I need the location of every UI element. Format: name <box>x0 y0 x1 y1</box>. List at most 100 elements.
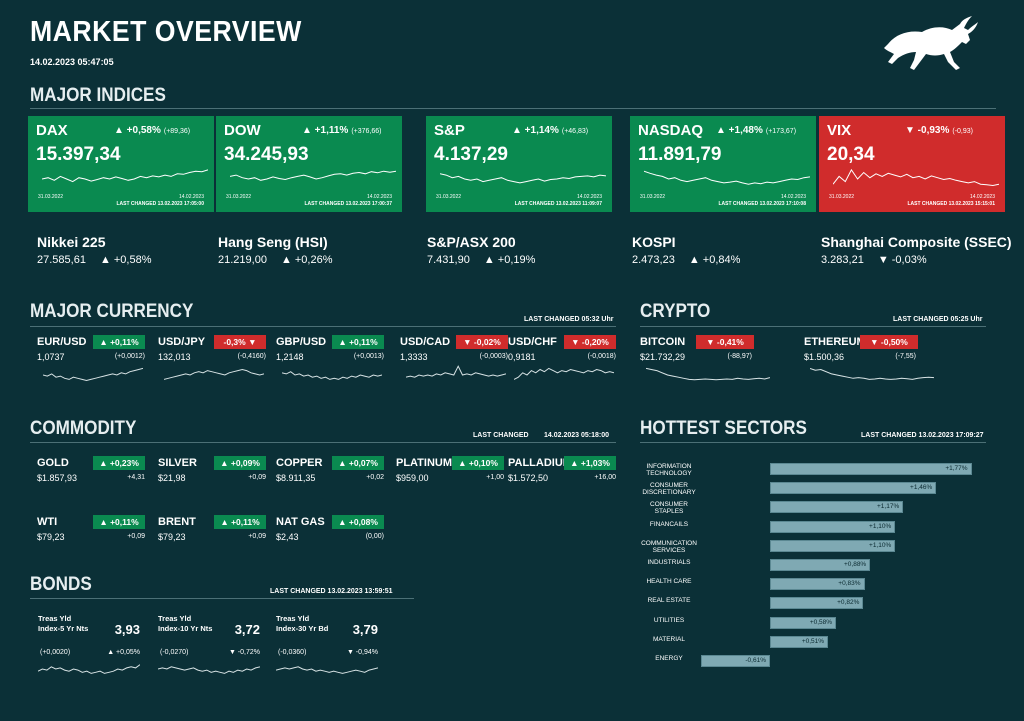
currency-tile-usdjpy[interactable]: USD/JPY -0,3% ▼ 132,013 (-0,4160) <box>158 335 268 386</box>
major-indices-heading: MAJOR INDICES <box>30 85 166 106</box>
sector-label: COMMUNICATION SERVICES <box>641 539 697 554</box>
currency-sparkline <box>282 371 382 380</box>
commodity-tile-gold[interactable]: GOLD ▲ +0,23% $1.857,93 +4,31 <box>37 456 147 507</box>
currency-change-badge: ▼ -0,02% <box>456 335 508 349</box>
sector-value-label: +1,10% <box>869 522 892 530</box>
commodity-tile-brent[interactable]: BRENT ▲ +0,11% $79,23 +0,09 <box>158 515 268 566</box>
sector-label: REAL ESTATE <box>647 597 691 605</box>
sector-label: INFORMATION TECHNOLOGY <box>646 463 692 477</box>
sparkline-end-date: 14.02.2023 <box>969 194 995 200</box>
commodity-abs-change: +0,09 <box>248 474 266 481</box>
commodity-tile-palladium[interactable]: PALLADIUM ▲ +1,03% $1.572,50 +16,00 <box>508 456 618 507</box>
secondary-index-value-row: 3.283,21 ▼ -0,03% <box>821 254 1012 266</box>
sector-bar: +1,17% <box>770 501 904 514</box>
index-name: DAX <box>36 122 68 139</box>
bond-sparkline <box>158 666 260 674</box>
currency-change-badge: -0,3% ▼ <box>214 335 266 349</box>
sparkline-end-date: 14.02.2023 <box>366 194 392 200</box>
commodity-tile-platinum[interactable]: PLATINUM ▲ +0,10% $959,00 +1,00 <box>396 456 506 507</box>
commodity-name: COPPER <box>276 457 323 469</box>
commodity-change-badge: ▲ +0,23% <box>93 456 145 470</box>
secondary-index[interactable]: S&P/ASX 200 7.431,90 ▲ +0,19% <box>427 234 535 266</box>
commodity-last-changed-label: LAST CHANGED <box>473 432 529 439</box>
sector-bar: +0,83% <box>770 578 865 591</box>
sector-label: HEALTH CARE <box>646 578 692 586</box>
secondary-index[interactable]: Hang Seng (HSI) 21.219,00 ▲ +0,26% <box>218 234 333 266</box>
sector-value-label: +0,83% <box>838 580 861 588</box>
bond-name: Treas Yld Index-30 Yr Bd <box>276 614 329 633</box>
currency-name: GBP/USD <box>276 336 327 348</box>
sector-label: MATERIAL <box>652 635 686 643</box>
commodity-tile-wti[interactable]: WTI ▲ +0,11% $79,23 +0,09 <box>37 515 147 566</box>
index-value: 15.397,34 <box>36 144 121 165</box>
secondary-index-change: ▲ +0,19% <box>483 254 536 266</box>
commodity-tile-copper[interactable]: COPPER ▲ +0,07% $8.911,35 +0,02 <box>276 456 386 507</box>
index-card-dax[interactable]: DAX ▲ +0,58% (+89,36) 15.397,34 31.03.202… <box>28 116 214 212</box>
index-change: ▼ -0,93% (-0,93) <box>905 125 973 136</box>
commodity-tile-natgas[interactable]: NAT GAS ▲ +0,08% $2,43 (0,00) <box>276 515 386 566</box>
currency-tile-usdcad[interactable]: USD/CAD ▼ -0,02% 1,3333 (-0,0003) <box>400 335 510 386</box>
sparkline-end-date: 14.02.2023 <box>780 194 806 200</box>
index-change: ▲ +1,14% (+46,83) <box>512 125 588 136</box>
bonds-last-changed: LAST CHANGED 13.02.2023 13:59:51 <box>270 588 393 595</box>
crypto-abs-change: (-88,97) <box>727 353 752 360</box>
sector-bar: +1,46% <box>770 482 937 495</box>
commodity-name: BRENT <box>158 516 196 528</box>
sector-row: CONSUMER STAPLES +1,17% <box>634 501 994 515</box>
bond-tile[interactable]: Treas Yld Index-10 Yr Nts 3,72 (-0,0270)… <box>150 614 260 684</box>
crypto-tile-ethereum[interactable]: ETHEREUM ▼ -0,50% $1.500,36 (-7,55) <box>804 335 938 386</box>
currency-tile-gbpusd[interactable]: GBP/USD ▲ +0,11% 1,2148 (+0,0013) <box>276 335 386 386</box>
index-name: DOW <box>224 122 261 139</box>
currency-tile-eurusd[interactable]: EUR/USD ▲ +0,11% 1,0737 (+0,0012) <box>37 335 147 386</box>
currency-value: 1,0737 <box>37 352 65 362</box>
index-change-pct: ▲ +1,11% <box>302 125 349 136</box>
secondary-index[interactable]: Shanghai Composite (SSEC) 3.283,21 ▼ -0,0… <box>821 234 1012 266</box>
sector-bar: +0,58% <box>770 616 837 629</box>
index-value: 34.245,93 <box>224 144 309 165</box>
currency-sparkline <box>514 367 614 380</box>
bond-name: Treas Yld Index-10 Yr Nts <box>158 614 213 633</box>
section-divider <box>640 326 986 327</box>
secondary-index-value-row: 27.585,61 ▲ +0,58% <box>37 254 152 266</box>
bond-value: 3,79 <box>352 622 378 637</box>
index-last-changed: LAST CHANGED 13.02.2023 11:09:07 <box>514 201 602 207</box>
sector-bar: +0,82% <box>770 597 864 610</box>
commodity-tile-silver[interactable]: SILVER ▲ +0,09% $21,98 +0,09 <box>158 456 268 507</box>
sector-label: UTILITIES <box>653 616 685 624</box>
sector-value-label: +0,51% <box>801 637 825 645</box>
currency-name: USD/CHF <box>508 336 557 348</box>
index-card-vix[interactable]: VIX ▼ -0,93% (-0,93) 20,34 31.03.2022 14.… <box>819 116 1005 212</box>
sparkline-start-date: 31.03.2022 <box>436 194 462 200</box>
sector-label: INDUSTRIALS <box>647 559 691 566</box>
page-timestamp: 14.02.2023 05:47:05 <box>30 57 114 67</box>
commodity-abs-change: (0,00) <box>365 533 384 540</box>
sparkline-start-date: 31.03.2022 <box>640 194 666 200</box>
bond-value: 3,72 <box>234 622 260 637</box>
bond-tile[interactable]: Treas Yld Index-5 Yr Nts 3,93 (+0,0020) … <box>30 614 140 684</box>
sparkline-start-date: 31.03.2022 <box>226 194 252 200</box>
sector-label: FINANCAILS <box>649 520 689 528</box>
sector-row: HEALTH CARE +0,83% <box>634 578 994 591</box>
index-name: NASDAQ <box>638 122 704 139</box>
commodity-name: PLATINUM <box>396 457 453 469</box>
crypto-heading: CRYPTO <box>640 301 711 322</box>
bond-pct-change: ▲ +0,05% <box>107 649 140 656</box>
bond-sparkline <box>276 666 378 674</box>
currency-tile-usdchf[interactable]: USD/CHF ▼ -0,20% 0,9181 (-0,0018) <box>508 335 618 386</box>
secondary-index-name: KOSPI <box>632 234 676 250</box>
index-card-sp[interactable]: S&P ▲ +1,14% (+46,83) 4.137,29 31.03.2022… <box>426 116 612 212</box>
index-change-pct: ▼ -0,93% <box>905 125 950 136</box>
index-change-pct: ▲ +0,58% <box>114 125 161 136</box>
sector-row: CONSUMER DISCRETIONARY +1,46% <box>634 482 994 496</box>
sector-value-label: +1,46% <box>910 484 933 492</box>
commodity-name: NAT GAS <box>276 516 325 528</box>
bond-tile[interactable]: Treas Yld Index-30 Yr Bd 3,79 (-0,0360) … <box>268 614 378 684</box>
crypto-sparkline <box>810 367 934 380</box>
secondary-index[interactable]: Nikkei 225 27.585,61 ▲ +0,58% <box>37 234 152 266</box>
secondary-index[interactable]: KOSPI 2.473,23 ▲ +0,84% <box>632 234 740 266</box>
crypto-tile-bitcoin[interactable]: BITCOIN ▼ -0,41% $21.732,29 (-88,97) <box>640 335 774 386</box>
currency-name: USD/JPY <box>158 336 206 348</box>
index-card-dow[interactable]: DOW ▲ +1,11% (+376,66) 34.245,93 31.03.20… <box>216 116 402 212</box>
index-card-nasdaq[interactable]: NASDAQ ▲ +1,48% (+173,67) 11.891,79 31.03… <box>630 116 816 212</box>
bull-icon <box>884 16 978 70</box>
